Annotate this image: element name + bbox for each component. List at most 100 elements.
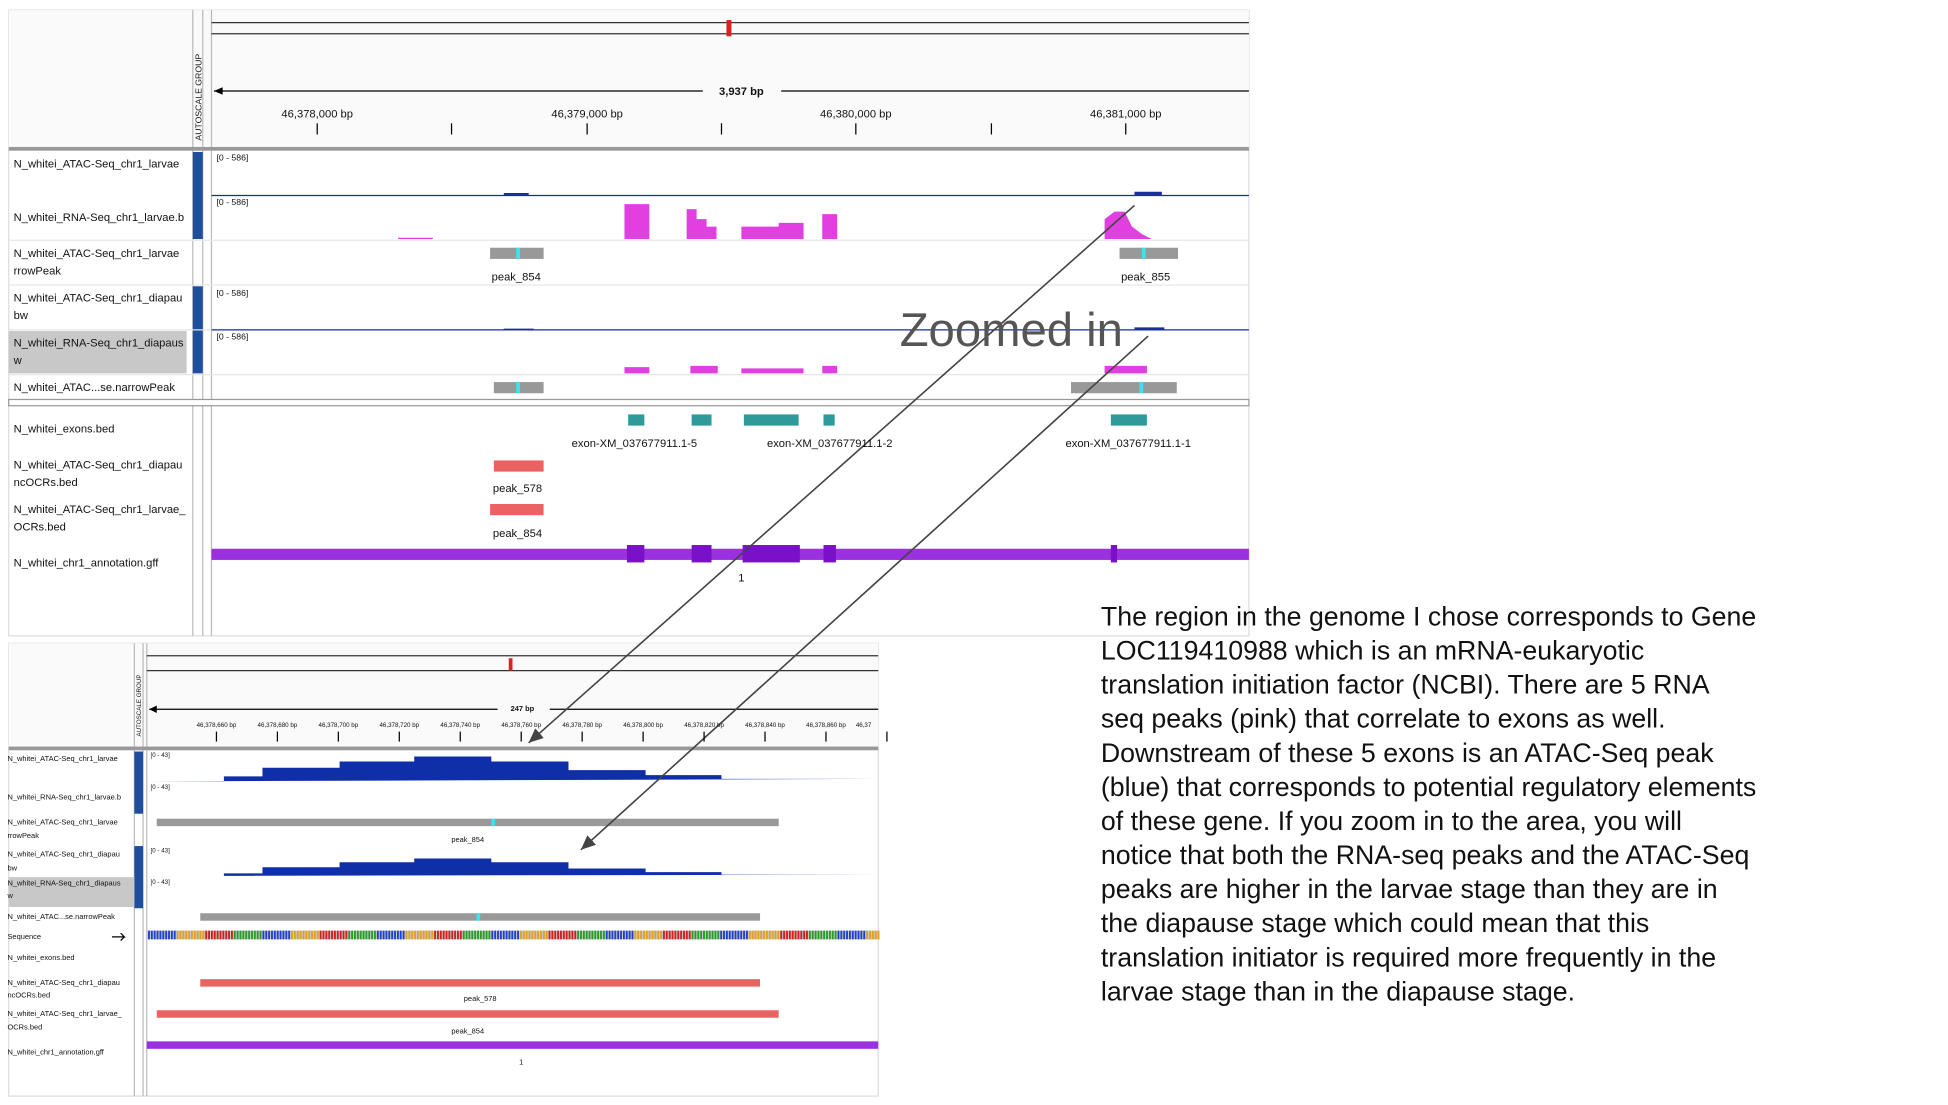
feature-label: peak_578 [464,994,497,1003]
track-name: N_whitei_ATAC-Seq_chr1_larvae [14,158,180,170]
track-name: N_whitei_RNA-Seq_chr1_larvae.b [14,212,184,224]
ruler-label: 46,378,820 bp [684,722,724,729]
base [777,930,780,940]
base [654,930,657,940]
base [451,930,454,940]
base [477,930,479,940]
base [548,930,551,940]
base [620,930,622,940]
base [445,930,448,940]
track-name: Sequence [7,932,41,941]
base [354,930,356,940]
base [628,930,631,940]
base [348,930,351,940]
ruler-label: 46,378,680 bp [258,722,298,729]
base [625,930,628,940]
base [491,930,494,940]
base [608,930,611,940]
base [542,930,545,940]
base [854,930,857,940]
base [328,930,331,940]
base [720,930,723,940]
base [828,930,831,940]
base [391,930,394,940]
base [714,930,717,940]
base [594,930,597,940]
description-line: notice that both the RNA-seq peaks and t… [1101,840,1749,870]
base [728,930,731,940]
track-name: N_whitei_ATAC...se.narrowPeak [7,912,115,921]
base [308,930,311,940]
base [766,930,768,940]
base [216,930,219,940]
base [362,930,365,940]
base [159,930,162,940]
ruler-label: 46,378,700 bp [319,722,359,729]
span-label: 247 bp [511,704,535,713]
base [465,930,468,940]
base [691,930,694,940]
base [359,930,362,940]
track-name: N_whitei_ATAC-Seq_chr1_diapau [14,293,183,305]
base [602,930,605,940]
base [205,930,208,940]
base [800,930,803,940]
base [763,930,766,940]
base [356,930,359,940]
base [222,930,225,940]
base [162,930,165,940]
track-name: N_whitei_RNA-Seq_chr1_diapaus [14,337,184,349]
base [299,930,302,940]
base [874,930,877,940]
description-line: The region in the genome I chose corresp… [1101,601,1756,631]
base [228,930,231,940]
base [525,930,528,940]
ruler-label: 46,378,800 bp [623,722,663,729]
base [185,930,188,940]
data-range: [0 - 586] [216,197,248,207]
base [708,930,711,940]
base [697,930,700,940]
base [820,930,823,940]
base [402,930,405,940]
base [368,930,371,940]
base [723,930,725,940]
data-range: [0 - 43] [151,879,171,886]
data-range: [0 - 43] [151,848,171,855]
base [545,930,548,940]
description-line: peaks are higher in the larvae stage tha… [1101,874,1718,904]
track-name: N_whitei_ATAC...se.narrowPeak [14,382,176,394]
base [771,930,774,940]
base [848,930,851,940]
base [622,930,625,940]
ruler-label: 46,378,860 bp [806,722,846,729]
base [574,930,577,940]
base [680,930,683,940]
base [208,930,210,940]
base [173,930,176,940]
base [774,930,777,940]
base [786,930,788,940]
base [282,930,285,940]
base [660,930,663,940]
base [869,930,871,940]
base [851,930,854,940]
base [333,930,336,940]
base [225,930,228,940]
base [296,930,299,940]
feature-label: exon-XM_037677911.1-2 [767,438,892,450]
description-line: (blue) that corresponds to potential reg… [1101,772,1756,802]
ruler-label: 46,379,000 bp [551,109,623,121]
track-name: OCRs.bed [7,1023,42,1032]
base [253,930,256,940]
ruler-label: 46,378,720 bp [379,722,419,729]
description-line: translation initiator is required more f… [1101,942,1716,972]
base [814,930,817,940]
base [803,930,806,940]
base [760,930,763,940]
feature-label: peak_854 [451,835,484,844]
base [153,930,156,940]
track-name: N_whitei_ATAC-Seq_chr1_larvae_ [14,504,187,516]
base [179,930,182,940]
base [302,930,305,940]
